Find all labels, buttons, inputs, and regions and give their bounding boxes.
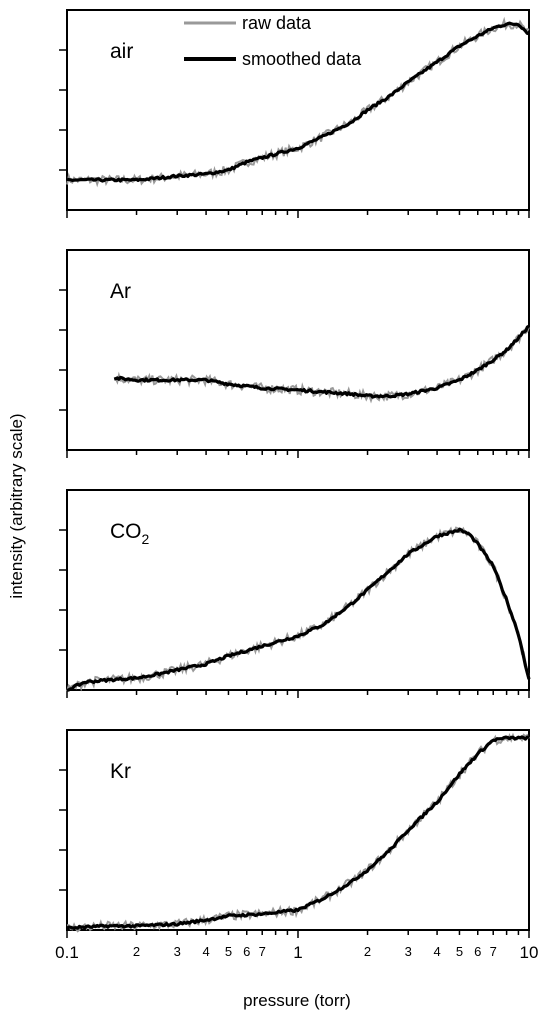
x-tick-label: 0.1 (55, 943, 79, 962)
x-tick-label: 1 (293, 943, 302, 962)
raw-data-line (113, 326, 530, 404)
x-axis-label: pressure (torr) (243, 991, 351, 1010)
x-minor-tick-label: 2 (364, 944, 371, 959)
x-minor-tick-label: 2 (133, 944, 140, 959)
smoothed-data-line (66, 21, 530, 183)
legend-smoothed-label: smoothed data (242, 49, 362, 69)
x-minor-tick-label: 7 (259, 944, 266, 959)
panel-frame (66, 729, 530, 931)
panel-label: CO2 (110, 520, 150, 547)
raw-data-line (66, 732, 530, 933)
y-axis-label: intensity (arbitrary scale) (7, 413, 26, 598)
panel-3: Kr (59, 729, 530, 938)
panel-label: Kr (110, 760, 131, 783)
x-minor-tick-label: 4 (433, 944, 440, 959)
smoothed-data-line (65, 735, 530, 931)
panel-frame (66, 249, 530, 451)
panel-2: CO2 (59, 489, 531, 698)
x-minor-tick-label: 6 (474, 944, 481, 959)
raw-data-line (66, 526, 530, 692)
x-minor-tick-label: 6 (243, 944, 250, 959)
legend: raw data smoothed data (184, 13, 362, 69)
smoothed-data-line (113, 324, 530, 399)
x-minor-tick-label: 5 (456, 944, 463, 959)
panel-label: air (110, 40, 133, 63)
x-minor-tick-label: 5 (225, 944, 232, 959)
panel-label: Ar (110, 280, 131, 303)
panel-1: Ar (59, 249, 530, 458)
x-minor-tick-label: 7 (490, 944, 497, 959)
x-minor-tick-label: 3 (405, 944, 412, 959)
legend-raw-label: raw data (242, 13, 312, 33)
smoothed-data-line (66, 527, 531, 692)
x-tick-label: 10 (520, 943, 539, 962)
x-minor-tick-label: 3 (174, 944, 181, 959)
panel-0: air (59, 9, 530, 218)
x-minor-tick-label: 4 (202, 944, 209, 959)
